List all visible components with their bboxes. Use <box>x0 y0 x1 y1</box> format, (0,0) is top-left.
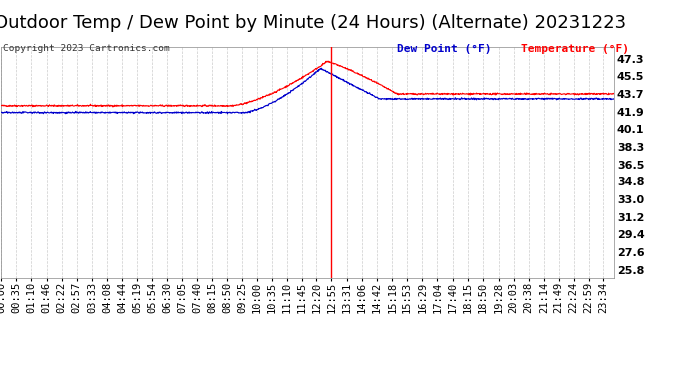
Text: Dew Point (°F): Dew Point (°F) <box>397 44 491 54</box>
Text: Copyright 2023 Cartronics.com: Copyright 2023 Cartronics.com <box>3 44 170 53</box>
Text: Outdoor Temp / Dew Point by Minute (24 Hours) (Alternate) 20231223: Outdoor Temp / Dew Point by Minute (24 H… <box>0 14 627 32</box>
Text: Temperature (°F): Temperature (°F) <box>521 44 629 54</box>
